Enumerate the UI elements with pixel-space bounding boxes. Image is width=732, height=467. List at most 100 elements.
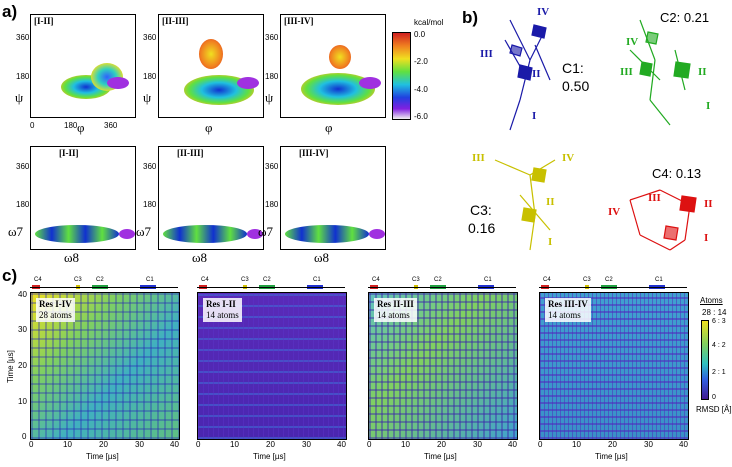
colorbar-tick: -4.0: [414, 85, 428, 94]
marker-label: C4: [34, 277, 42, 283]
colorbar-tick: 6 : 3: [712, 318, 726, 325]
marker-label: C2: [605, 277, 613, 283]
x-tick: 0: [367, 440, 372, 449]
axis-y-sym: ω7: [8, 224, 24, 239]
cluster-c3-structure: [494, 159, 556, 251]
residue-label: IV: [537, 6, 550, 18]
map-atoms: 14 atoms: [206, 310, 239, 320]
residue-label: III: [620, 66, 633, 78]
panel-b-letter: b): [462, 8, 479, 27]
x-axis-label: Time [µs]: [424, 452, 457, 461]
x-tick: 20: [608, 440, 617, 449]
marker-label: C2: [263, 277, 271, 283]
marker-label: C3: [74, 277, 82, 283]
colorbar-unit: RMSD [Å]: [696, 405, 732, 414]
map-title: Res I-II: [206, 299, 236, 309]
tick: 0: [30, 121, 35, 130]
x-tick: 30: [473, 440, 482, 449]
panel-c-letter: c): [2, 266, 18, 285]
y-tick: 0: [22, 432, 27, 441]
x-tick: 40: [337, 440, 346, 449]
x-tick: 0: [29, 440, 34, 449]
map-label: Res II-III 14 atoms: [374, 298, 417, 322]
cluster-c1-structure: [504, 19, 551, 131]
x-axis-label: Time [µs]: [86, 452, 119, 461]
x-tick: 30: [644, 440, 653, 449]
x-tick: 20: [266, 440, 275, 449]
x-tick: 10: [63, 440, 72, 449]
rama-label: [III-IV]: [299, 148, 329, 158]
tick: 180: [265, 200, 279, 209]
residue-label: II: [704, 198, 713, 210]
rmsd-map-4: Res III-IV 14 atoms: [539, 292, 689, 440]
tick: 360: [265, 33, 279, 42]
residue-label: I: [706, 100, 711, 112]
axis-y-sym: ψ: [143, 90, 152, 105]
map-atoms: 14 atoms: [548, 310, 581, 320]
axis-y-sym: ω7: [136, 224, 152, 239]
x-tick: 20: [437, 440, 446, 449]
tick: 360: [104, 121, 118, 130]
residue-label: II: [698, 66, 707, 78]
colorbar-tick: -6.0: [414, 112, 428, 121]
cluster-c4-name: C4: 0.13: [652, 166, 702, 181]
map-label: Res I-IV 28 atoms: [36, 298, 75, 322]
x-tick: 0: [196, 440, 201, 449]
x-axis-label: Time [µs]: [595, 452, 628, 461]
x-tick: 40: [679, 440, 688, 449]
axis-x-sym: φ: [325, 120, 333, 135]
cluster-c3-name: C3:: [470, 202, 492, 218]
marker-label: C3: [583, 277, 591, 283]
colorbar-tick: 0: [712, 394, 716, 401]
axis-y-sym: ψ: [15, 90, 24, 105]
axis-y-sym: ω7: [258, 224, 274, 239]
panel-a-letter: a): [2, 2, 18, 21]
x-tick: 30: [302, 440, 311, 449]
residue-label: IV: [562, 152, 575, 164]
residue-label: IV: [626, 36, 639, 48]
rama-label: [I-II]: [34, 16, 54, 26]
tick: 360: [143, 162, 157, 171]
cluster-c1-value: 0.50: [562, 78, 590, 94]
cluster-c1-name: C1:: [562, 60, 584, 76]
rama-label: [II-III]: [177, 148, 204, 158]
residue-label: III: [472, 152, 485, 164]
x-axis-label: Time [µs]: [253, 452, 286, 461]
x-tick: 10: [572, 440, 581, 449]
colorbar-ratio: 28 : 14: [702, 308, 727, 317]
rmsd-map-1: Res I-IV 28 atoms: [30, 292, 180, 440]
tick: 360: [143, 33, 157, 42]
tick: 180: [143, 72, 157, 81]
colorbar-unit: kcal/mol: [414, 18, 444, 27]
tick: 180: [143, 200, 157, 209]
marker-label: C1: [655, 277, 663, 283]
axis-x-sym: ω8: [192, 250, 208, 265]
axis-x-sym: ω8: [64, 250, 80, 265]
residue-label: III: [648, 192, 661, 204]
tick: 360: [265, 162, 279, 171]
colorbar-title: Atoms: [700, 296, 723, 305]
rmsd-map-3: Res II-III 14 atoms: [368, 292, 518, 440]
tick: 360: [16, 162, 30, 171]
tick: 180: [16, 72, 30, 81]
map-label: Res III-IV 14 atoms: [545, 298, 591, 322]
tick: 180: [64, 121, 78, 130]
tick: 180: [16, 200, 30, 209]
tick: 180: [265, 72, 279, 81]
x-tick: 40: [508, 440, 517, 449]
map-atoms: 28 atoms: [39, 310, 72, 320]
cluster-c2-structure: [629, 19, 691, 126]
axis-y-sym: ψ: [265, 90, 274, 105]
residue-label: III: [480, 48, 493, 60]
marker-label: C3: [412, 277, 420, 283]
y-tick: 40: [18, 290, 27, 299]
y-tick: 20: [18, 361, 27, 370]
x-tick: 10: [401, 440, 410, 449]
colorbar-tick: -2.0: [414, 57, 428, 66]
rama-label: [III-IV]: [284, 16, 314, 26]
x-tick: 30: [135, 440, 144, 449]
axis-x-sym: ω8: [314, 250, 330, 265]
x-tick: 40: [170, 440, 179, 449]
marker-label: C2: [96, 277, 104, 283]
cluster-structures: [494, 19, 697, 251]
